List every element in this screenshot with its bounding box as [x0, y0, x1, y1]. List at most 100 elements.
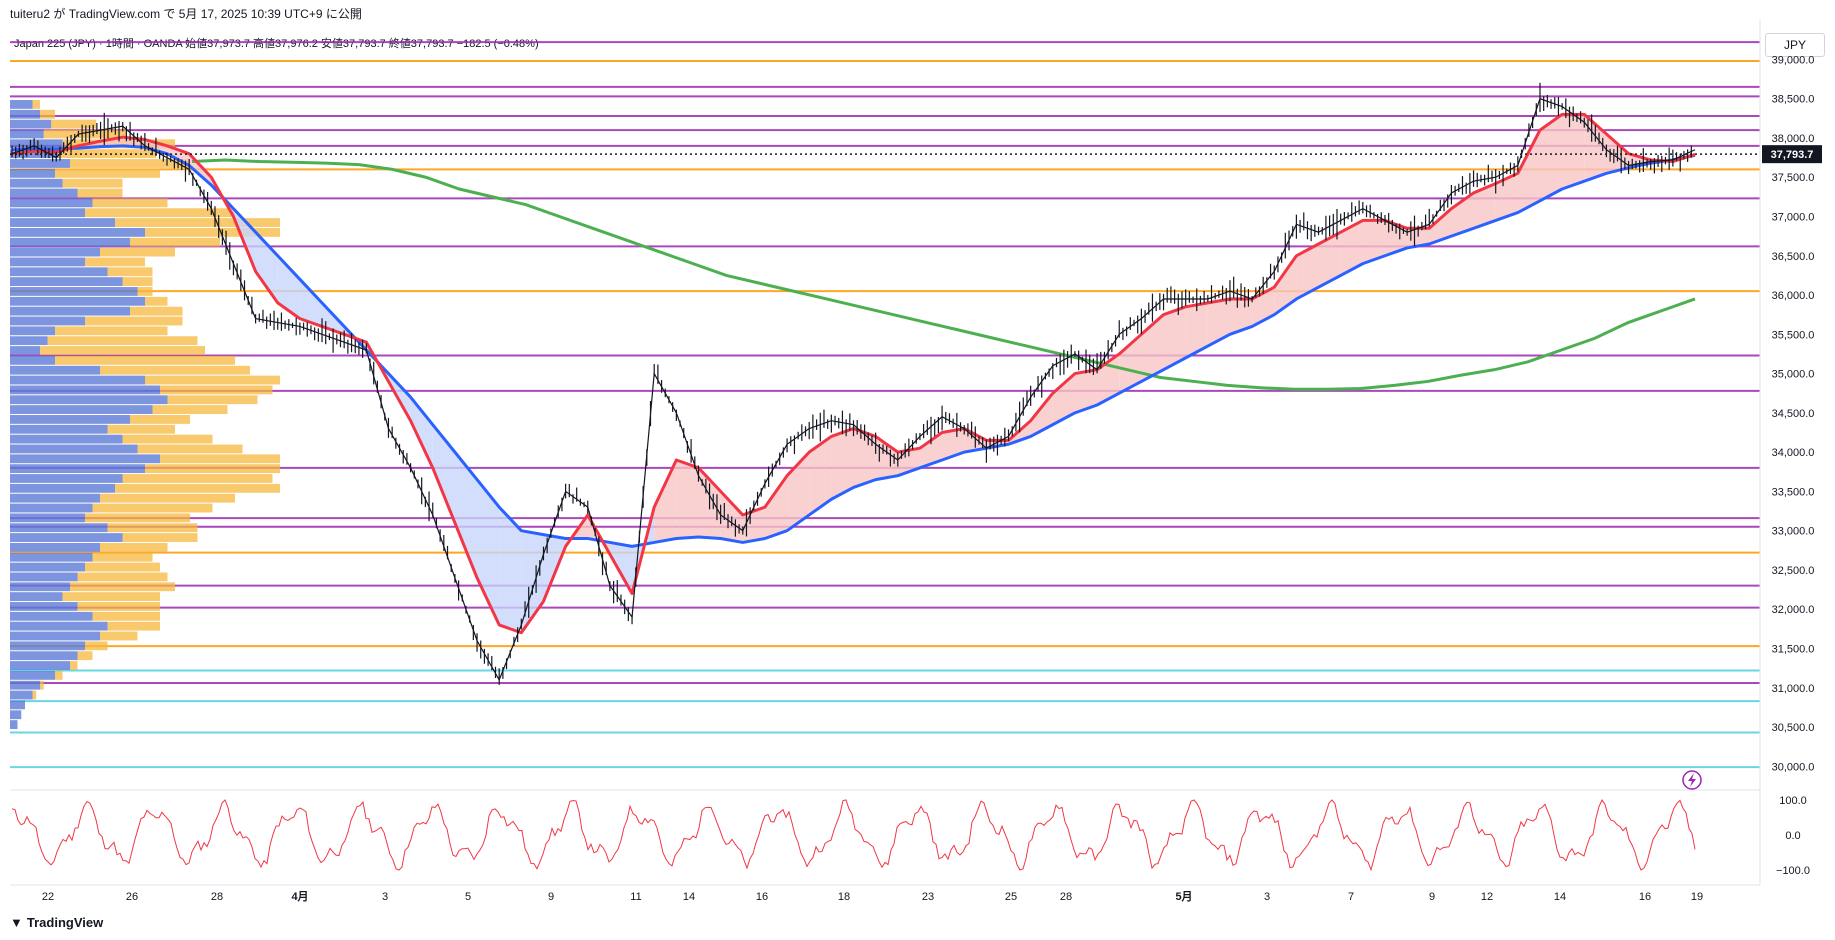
ema-fill-segment	[410, 397, 433, 468]
ema-fill-segment	[919, 432, 943, 468]
ema-fill-segment	[499, 507, 522, 633]
volume-profile-bar-orange	[40, 346, 205, 355]
volume-profile-bar-blue	[10, 188, 78, 198]
volume-profile-bar-blue	[10, 670, 55, 680]
ema-fill-segment	[1407, 228, 1430, 248]
volume-profile-bar-blue	[10, 257, 85, 267]
volume-profile-bar-blue	[10, 168, 55, 178]
volume-profile-bar-blue	[10, 582, 70, 592]
ema-fill-segment	[1473, 183, 1496, 229]
ema-fill-segment	[1429, 208, 1452, 244]
volume-profile-bar-blue	[10, 562, 85, 572]
volume-profile-bar-blue	[10, 513, 85, 523]
volume-profile-bar-orange	[145, 227, 280, 237]
symbol-ohlc-legend[interactable]: Japan 225 (JPY) · 1時間 · OANDA 始値37,973.7…	[14, 38, 539, 50]
lightning-icon[interactable]	[1682, 770, 1702, 790]
ema-fill-segment	[654, 459, 677, 543]
rsi-tick-label: 100.0	[1779, 795, 1807, 807]
time-tick-label: 16	[1639, 891, 1651, 903]
volume-profile-bar-orange	[70, 582, 175, 592]
ema-fill-segment	[942, 428, 965, 460]
volume-profile-bar-blue	[10, 405, 153, 414]
rsi-tick-label: −100.0	[1776, 865, 1810, 877]
volume-profile-bar-blue	[10, 316, 85, 326]
time-tick-label: 23	[922, 891, 934, 903]
time-tick-label: 11	[630, 891, 641, 903]
time-tick-label: 18	[838, 891, 850, 903]
time-tick-label: 26	[126, 891, 138, 903]
volume-profile-bar-blue	[10, 533, 123, 542]
volume-profile-bar-orange	[47, 336, 198, 346]
currency-button[interactable]: JPY	[1765, 33, 1825, 57]
volume-profile-bar-blue	[10, 355, 55, 365]
ema-fill-segment	[1052, 373, 1075, 425]
time-tick-label: 4月	[291, 890, 308, 903]
price-tick-label: 31,000.0	[1772, 683, 1815, 695]
volume-profile-bar-blue	[10, 109, 40, 119]
volume-profile-bar-orange	[92, 611, 160, 621]
ema-fill-segment	[1185, 302, 1208, 358]
price-chart[interactable]: 39,000.0 38,500.0 38,000.0 37,500.0 37,000.0…	[0, 0, 1835, 910]
horizontal-levels	[10, 41, 1760, 769]
volume-profile-bar-blue	[10, 621, 108, 631]
price-tick-label: 30,000.0	[1772, 761, 1815, 773]
volume-profile-bar-orange	[85, 208, 235, 218]
volume-profile	[10, 100, 280, 729]
price-tick-label: 35,000.0	[1772, 369, 1815, 381]
sma-long-line	[191, 158, 1696, 391]
price-series	[11, 82, 1696, 685]
volume-profile-bar-orange	[77, 651, 93, 661]
publish-credit: tuiteru2 が TradingView.com で 5月 17, 2025…	[10, 7, 362, 21]
price-tick-label: 35,500.0	[1772, 329, 1815, 341]
volume-profile-bar-orange	[107, 424, 175, 434]
volume-profile-bar-blue	[10, 287, 138, 296]
volume-profile-bar-orange	[122, 533, 198, 542]
time-tick-label: 12	[1481, 891, 1493, 903]
volume-profile-bar-blue	[10, 395, 168, 405]
price-tick-label: 37,500.0	[1772, 172, 1815, 184]
volume-profile-bar-blue	[10, 592, 63, 602]
volume-profile-bar-orange	[122, 474, 273, 483]
volume-profile-bar-blue	[10, 611, 93, 621]
volume-profile-bar-orange	[85, 641, 108, 651]
volume-profile-bar-orange	[70, 159, 190, 168]
volume-profile-bar-blue	[10, 434, 123, 444]
volume-profile-bar-blue	[10, 198, 93, 208]
volume-profile-bar-blue	[10, 503, 93, 513]
volume-profile-bar-blue	[10, 415, 130, 424]
price-tick-label: 36,500.0	[1772, 251, 1815, 263]
ema-fill	[12, 114, 1695, 633]
time-tick-label: 9	[1429, 891, 1435, 903]
volume-profile-bar-blue	[10, 129, 44, 139]
ema-fill-segment	[1495, 173, 1518, 221]
last-price-marker: 37,793.7	[10, 145, 1822, 164]
volume-profile-bar-orange	[100, 631, 138, 641]
price-tick-label: 37,000.0	[1772, 212, 1815, 224]
volume-profile-bar-orange	[43, 129, 127, 139]
volume-profile-bar-blue	[10, 493, 100, 503]
volume-profile-bar-orange	[100, 365, 250, 375]
volume-profile-bar-orange	[55, 168, 160, 178]
volume-profile-bar-blue	[10, 139, 63, 149]
volume-profile-bar-blue	[10, 306, 130, 316]
volume-profile-bar-blue	[10, 454, 160, 464]
volume-profile-bar-blue	[10, 651, 78, 661]
ema-fill-segment	[831, 428, 854, 500]
volume-profile-bar-orange	[130, 306, 183, 316]
volume-profile-bar-orange	[85, 513, 190, 523]
volume-profile-bar-blue	[10, 227, 145, 237]
ema-fill-segment	[1074, 369, 1098, 413]
volume-profile-bar-blue	[10, 720, 18, 729]
volume-profile-bar-orange	[62, 178, 123, 188]
volume-profile-bar-orange	[160, 454, 280, 464]
ema-fill-segment	[853, 428, 876, 488]
volume-profile-bar-orange	[92, 198, 168, 208]
volume-profile-bar-blue	[10, 680, 40, 690]
last-price-label: 37,793.7	[1771, 149, 1814, 161]
volume-profile-bar-orange	[55, 355, 235, 365]
price-tick-label: 32,000.0	[1772, 604, 1815, 616]
volume-profile-bar-orange	[85, 257, 145, 267]
time-tick-label: 16	[756, 891, 768, 903]
ema-fill-segment	[167, 145, 190, 166]
